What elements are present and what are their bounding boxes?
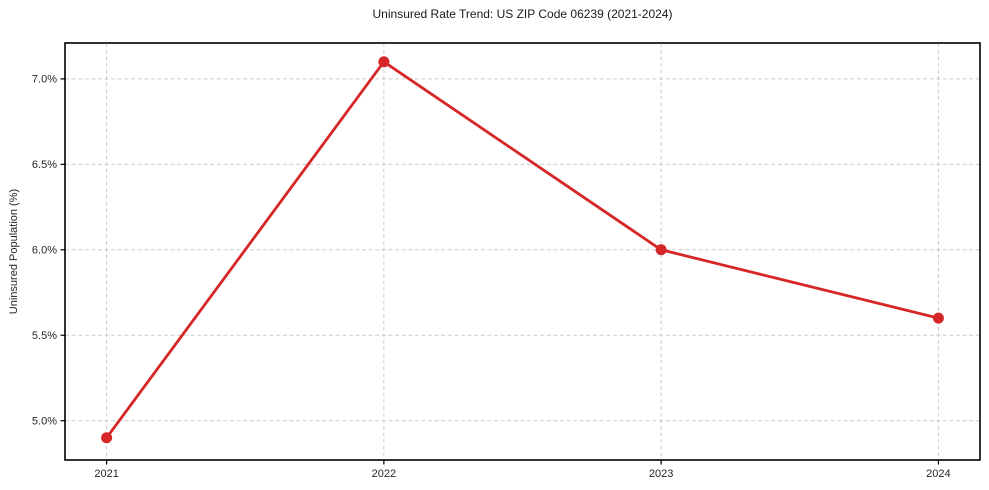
plot-border	[64, 42, 981, 461]
data-point-2024	[932, 312, 944, 324]
data-point-2021	[101, 432, 113, 444]
y-tick-label: 6.0%	[32, 245, 57, 257]
x-tick-label: 2023	[649, 468, 673, 480]
data-point-2022	[378, 56, 390, 68]
chart-title: Uninsured Rate Trend: US ZIP Code 06239 …	[372, 7, 673, 21]
x-tick-label: 2021	[94, 468, 118, 480]
trend-line	[105, 60, 940, 440]
x-tick-label: 2022	[372, 468, 396, 480]
y-tick-label: 5.0%	[32, 415, 57, 427]
y-tick-label: 6.5%	[32, 159, 57, 171]
data-point-2023	[655, 244, 667, 256]
x-tick-label: 2024	[926, 468, 950, 480]
y-tick-label: 7.0%	[32, 74, 57, 86]
y-tick-label: 5.5%	[32, 330, 57, 342]
